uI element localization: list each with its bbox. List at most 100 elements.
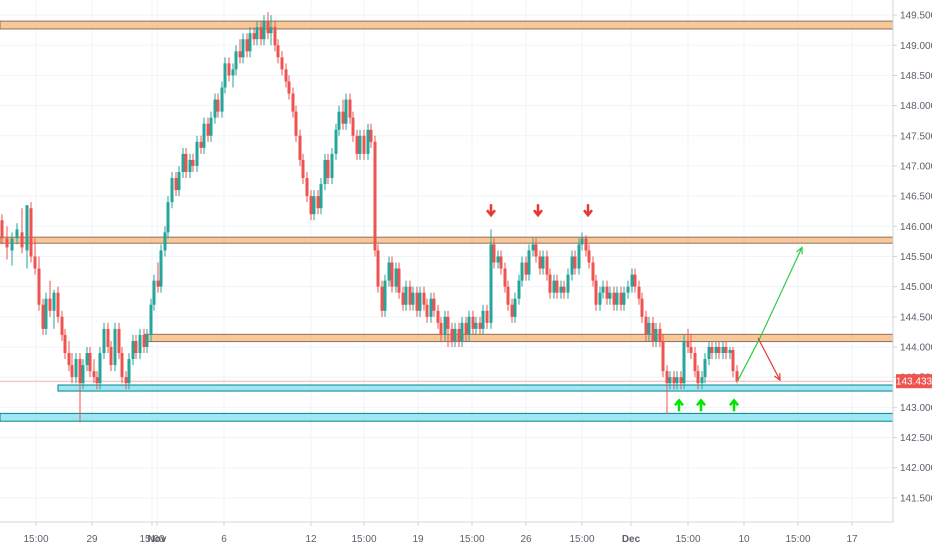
candle-body	[415, 292, 419, 311]
candle-body	[262, 21, 266, 40]
candle	[471, 310, 475, 335]
candle-body	[252, 33, 256, 40]
candle	[640, 292, 644, 323]
price-axis[interactable]: 149.500 149.000 148.500 148.000 147.500 147.0…	[892, 0, 932, 550]
candle	[612, 286, 616, 311]
candle	[199, 135, 203, 154]
candle-body	[474, 322, 478, 329]
candle-body	[266, 21, 270, 34]
candle	[312, 190, 316, 221]
time-tick-label: 15:00	[569, 534, 594, 545]
candle-body	[717, 346, 721, 354]
candle	[527, 244, 531, 281]
candle	[234, 45, 238, 76]
candle	[255, 21, 259, 46]
arrow-down-icon	[486, 204, 496, 218]
current-price-tag-background	[896, 374, 932, 389]
candle-body	[531, 244, 535, 251]
candle-body	[376, 250, 380, 287]
arrow-head	[696, 398, 706, 407]
candle	[78, 353, 82, 423]
resistance-zone[interactable]	[144, 333, 894, 343]
candle-body	[524, 262, 528, 275]
candle	[633, 268, 637, 293]
candle-body	[527, 250, 531, 275]
candle-body	[503, 268, 507, 287]
candle	[113, 322, 117, 372]
candle	[269, 15, 273, 46]
candle	[117, 322, 121, 360]
candle-body	[619, 292, 623, 305]
candle	[92, 359, 96, 384]
candle-body	[686, 340, 690, 347]
candle-body	[450, 328, 454, 341]
candle-body	[689, 346, 693, 354]
candle-body	[394, 268, 398, 287]
candle	[319, 178, 323, 215]
candle	[630, 268, 634, 293]
candle	[559, 280, 563, 299]
candle	[679, 371, 683, 390]
price-tick-label: 147.500	[900, 131, 932, 142]
candle	[728, 346, 732, 360]
candle-body	[644, 316, 648, 335]
candle	[259, 21, 263, 46]
candle-body	[98, 353, 102, 384]
candle-body	[552, 280, 556, 293]
candle-body	[163, 232, 167, 251]
support-zone[interactable]	[57, 384, 894, 392]
candle	[341, 99, 345, 130]
candle-body	[124, 377, 128, 384]
candle-body	[605, 286, 609, 299]
candle-body	[580, 238, 584, 245]
candle-body	[37, 268, 41, 305]
candle	[700, 371, 704, 390]
candle-body	[387, 262, 391, 281]
candle	[735, 365, 739, 384]
candle-body	[259, 27, 263, 40]
candle	[376, 244, 380, 293]
projection-up[interactable]	[737, 246, 803, 381]
candle	[358, 129, 362, 160]
candle	[170, 171, 174, 209]
candle-body	[15, 229, 19, 239]
candle	[577, 238, 581, 275]
candle-body	[541, 256, 545, 269]
candle	[74, 353, 78, 384]
candle-body	[0, 220, 4, 239]
candle-body	[156, 280, 160, 287]
candle	[651, 316, 655, 347]
candle	[301, 153, 305, 185]
candle	[499, 250, 503, 275]
support-zone[interactable]	[0, 412, 894, 422]
candle-body	[506, 286, 510, 305]
time-tick-label: Dec	[622, 534, 641, 545]
candle-body	[63, 334, 67, 354]
candle-body	[577, 244, 581, 269]
candle-body	[92, 371, 96, 378]
candle	[724, 340, 728, 360]
candle	[404, 280, 408, 311]
candle	[436, 304, 440, 329]
projection-down[interactable]	[757, 337, 781, 382]
candle-body	[33, 256, 37, 269]
candle-body	[425, 304, 429, 317]
candle-body	[513, 298, 517, 317]
candle	[661, 334, 665, 378]
candle-body	[489, 244, 493, 323]
candle	[418, 286, 422, 317]
candle	[686, 328, 690, 354]
projections	[737, 246, 803, 382]
candle	[622, 286, 626, 311]
resistance-zone[interactable]	[0, 236, 894, 244]
resistance-zone[interactable]	[0, 20, 894, 30]
candle	[216, 93, 220, 118]
candle-body	[67, 353, 71, 366]
candle	[615, 286, 619, 311]
candle-body	[70, 365, 74, 378]
candle-body	[134, 340, 138, 354]
candle	[457, 322, 461, 347]
candle-body	[464, 322, 468, 335]
